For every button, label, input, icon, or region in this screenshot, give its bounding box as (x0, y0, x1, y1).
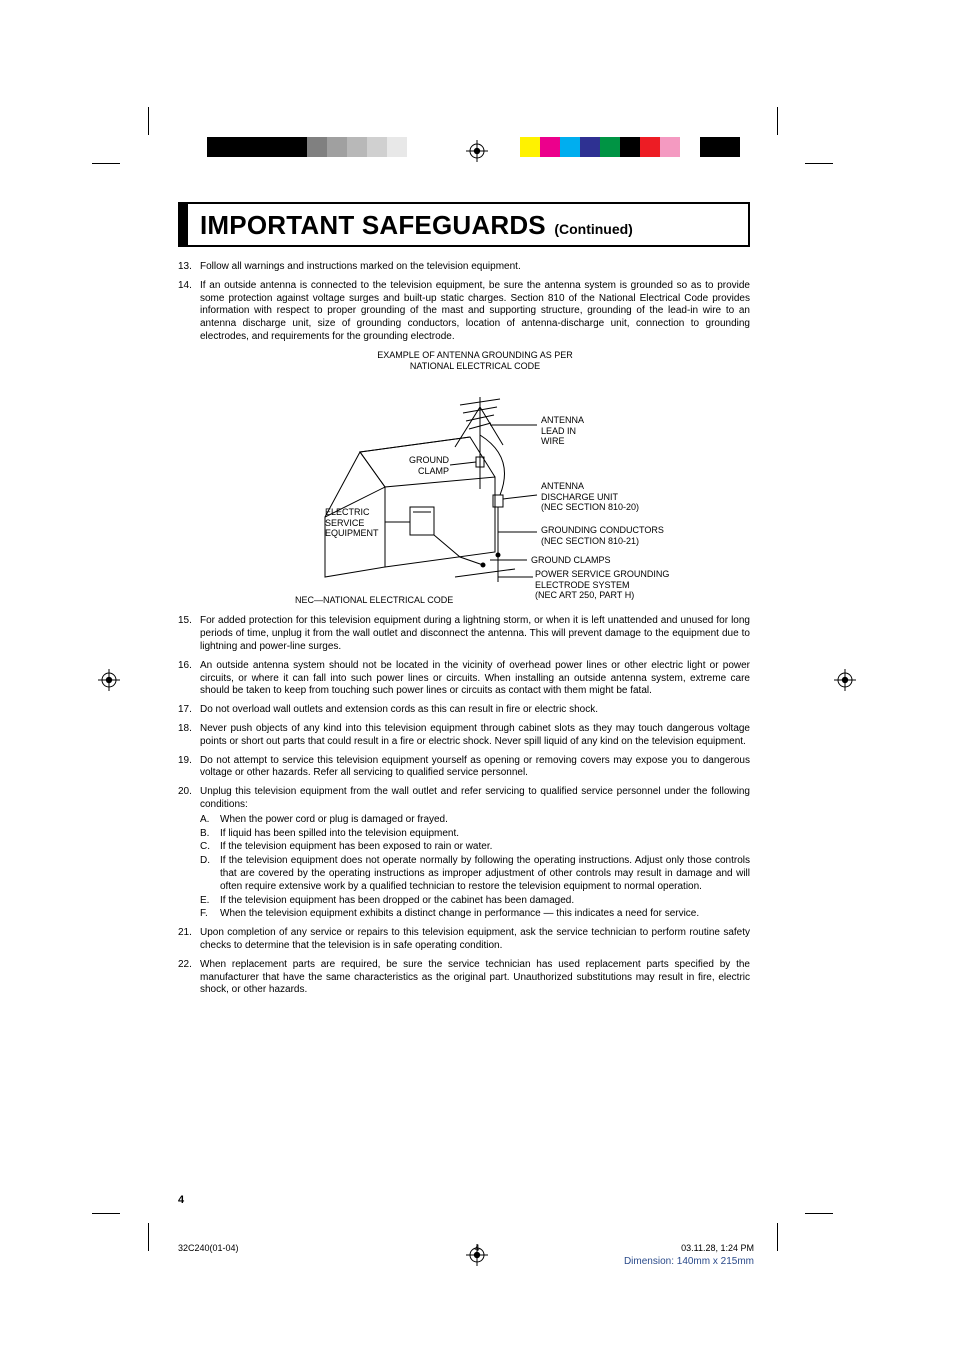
list-item: When the television equipment exhibits a… (200, 908, 750, 921)
registration-target-icon (466, 140, 488, 162)
footer-dimension: Dimension: 140mm x 215mm (624, 1256, 754, 1267)
list-item: Never push objects of any kind into this… (178, 723, 750, 749)
title-box: IMPORTANT SAFEGUARDS (Continued) (178, 202, 750, 247)
diagram-label: NEC—NATIONAL ELECTRICAL CODE (295, 595, 453, 605)
list-item: If the television equipment does not ope… (200, 855, 750, 893)
page-number: 4 (178, 1194, 184, 1206)
page-title-continued: (Continued) (554, 221, 633, 237)
document-page: IMPORTANT SAFEGUARDS (Continued) Follow … (178, 202, 750, 1003)
diagram-label: ANTENNADISCHARGE UNIT(NEC SECTION 810-20… (541, 481, 639, 512)
list-item: When replacement parts are required, be … (178, 959, 750, 997)
list-item-text: Unplug this television equipment from th… (200, 786, 750, 810)
diagram-title: EXAMPLE OF ANTENNA GROUNDING AS PER NATI… (200, 350, 750, 372)
diagram-label: ANTENNALEAD INWIRE (541, 415, 584, 446)
footer-timestamp: 03.11.28, 1:24 PM (681, 1243, 754, 1253)
list-item: Do not attempt to service this televisio… (178, 755, 750, 781)
page-title: IMPORTANT SAFEGUARDS (200, 210, 546, 240)
list-item: If the television equipment has been dro… (200, 895, 750, 908)
list-item: For added protection for this television… (178, 615, 750, 653)
diagram-label: POWER SERVICE GROUNDINGELECTRODE SYSTEM(… (535, 569, 669, 600)
diagram-canvas: GROUNDCLAMP ELECTRICSERVICEEQUIPMENT ANT… (265, 377, 685, 607)
antenna-grounding-diagram: EXAMPLE OF ANTENNA GROUNDING AS PER NATI… (200, 350, 750, 608)
registration-target-icon (834, 669, 856, 691)
diagram-label: ELECTRICSERVICEEQUIPMENT (325, 507, 387, 538)
registration-target-icon (98, 669, 120, 691)
list-item: If the television equipment has been exp… (200, 841, 750, 854)
safeguards-list: Follow all warnings and instructions mar… (178, 261, 750, 997)
diagram-label: GROUNDCLAMP (397, 455, 449, 476)
list-item: If liquid has been spilled into the tele… (200, 828, 750, 841)
list-item-text: If an outside antenna is connected to th… (200, 280, 750, 342)
list-item: If an outside antenna is connected to th… (178, 280, 750, 608)
list-item: Follow all warnings and instructions mar… (178, 261, 750, 274)
list-item: An outside antenna system should not be … (178, 660, 750, 698)
sub-conditions-list: When the power cord or plug is damaged o… (200, 814, 750, 921)
gray-step-wedge (207, 137, 407, 157)
footer-page: 4 (0, 1243, 954, 1253)
list-item: Unplug this television equipment from th… (178, 786, 750, 921)
list-item: Upon completion of any service or repair… (178, 927, 750, 953)
list-item: Do not overload wall outlets and extensi… (178, 704, 750, 717)
list-item: When the power cord or plug is damaged o… (200, 814, 750, 827)
color-swatches (520, 137, 740, 157)
diagram-label: GROUND CLAMPS (531, 555, 611, 565)
diagram-label: GROUNDING CONDUCTORS(NEC SECTION 810-21) (541, 525, 664, 546)
